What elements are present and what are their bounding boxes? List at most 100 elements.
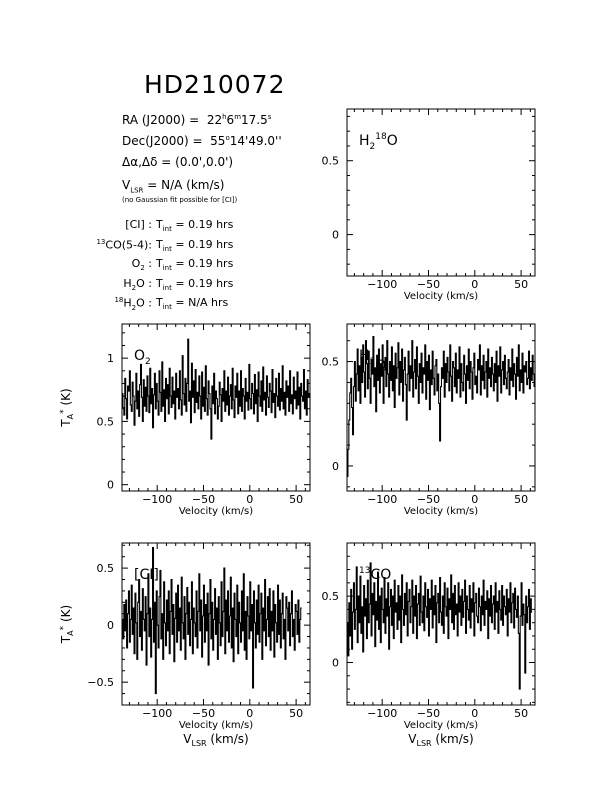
y-axis-label: TA* (K): [59, 388, 75, 427]
x-axis-label: Velocity (km/s): [404, 720, 478, 731]
x-tick-label: 50: [514, 493, 528, 506]
species-main: O: [134, 348, 145, 364]
species-label-part: H: [123, 296, 132, 310]
x-axis-label: Velocity (km/s): [179, 506, 253, 517]
integration-species-label: H2O :: [123, 277, 152, 292]
tint-symbol: T: [156, 218, 163, 231]
species-sub: 2: [370, 142, 376, 152]
species-main: [CI]: [134, 567, 159, 583]
species-sup: 18: [375, 132, 387, 142]
x-tick-label: −100: [142, 707, 172, 720]
species-label-part: O :: [136, 296, 152, 310]
y-axis-label: TA* (K): [59, 605, 75, 644]
x-tick-label: −100: [367, 278, 397, 291]
x-tick-label: 50: [514, 707, 528, 720]
species-label-part: CO(5-4):: [105, 238, 152, 252]
tint-symbol: T: [156, 257, 163, 270]
ta-subscript: A: [66, 630, 75, 636]
ra-seconds: 17.5: [241, 113, 268, 127]
x-tick-label: 50: [289, 707, 303, 720]
species-label-part: 2: [131, 303, 137, 312]
ra-hours-unit: h: [222, 113, 227, 121]
integration-species-label: 18H2O :: [114, 296, 152, 312]
ra-minutes-unit: m: [234, 113, 242, 121]
plot-frame: [346, 542, 536, 706]
x-tick-label: 50: [289, 493, 303, 506]
y-tick-label: 0.5: [97, 562, 115, 575]
integration-time-value: Tint = 0.19 hrs: [156, 257, 233, 272]
integration-species-label: 13CO(5-4):: [96, 238, 152, 252]
species-label-h218o: H218O: [359, 132, 398, 152]
ta-subscript: A: [66, 413, 75, 419]
x-tick-label: −100: [367, 493, 397, 506]
y-tick-label: 0: [107, 619, 114, 632]
vlsr-line: VLSR = N/A (km/s): [122, 178, 224, 194]
ra-hours: 22: [206, 113, 223, 127]
species-label-part: 18: [114, 296, 124, 304]
x-tick-label: 0: [471, 707, 478, 720]
ra-label: RA (J2000) =: [122, 113, 200, 127]
x-axis-label: Velocity (km/s): [179, 720, 253, 731]
vlsr-unit: (km/s): [207, 732, 249, 746]
species-label-part: H: [123, 276, 132, 290]
vlsr-value: = N/A (km/s): [143, 178, 225, 192]
integration-time-value: Tint = N/A hrs: [156, 296, 228, 311]
species-main: CO: [370, 567, 391, 583]
x-tick-label: −50: [417, 493, 440, 506]
ta-star: *: [59, 409, 69, 414]
tint-subscript: int: [162, 283, 172, 292]
x-tick-label: −50: [192, 707, 215, 720]
tint-symbol: T: [156, 276, 163, 290]
tint-subscript: int: [162, 264, 172, 273]
species-main: H: [359, 348, 370, 364]
species-label-part: 13: [96, 237, 106, 246]
species-label-part: O: [131, 257, 141, 270]
y-tick-label: 0: [332, 657, 339, 670]
species-label-part: 2: [131, 283, 137, 292]
species-label-part: :: [144, 257, 152, 270]
dec-line: Dec(J2000) = 55o14'49.0'': [122, 134, 282, 148]
integration-time-value: Tint = 0.19 hrs: [156, 218, 233, 233]
species-end: O: [387, 133, 398, 149]
dec-degrees-unit: o: [225, 134, 230, 142]
x-tick-label: −50: [192, 493, 215, 506]
species-main: H: [359, 133, 370, 149]
ta-unit: (K): [59, 605, 73, 626]
tint-symbol: T: [156, 237, 163, 251]
dec-rest: 14'49.0'': [229, 134, 282, 148]
x-axis-label-vlsr: VLSR (km/s): [408, 732, 473, 748]
x-tick-label: −50: [417, 707, 440, 720]
integration-species-label: [CI] :: [125, 218, 152, 231]
species-sup: 13: [359, 566, 370, 576]
species-label-ci: [CI]: [134, 567, 159, 583]
vlsr-subscript: LSR: [417, 739, 433, 748]
vlsr-subscript: LSR: [192, 739, 208, 748]
offset-line: Δα,Δδ = (0.0',0.0'): [122, 155, 234, 169]
dec-degrees: 55: [210, 134, 226, 148]
y-tick-label: 0.5: [322, 590, 340, 603]
species-label-part: [CI] :: [125, 218, 152, 231]
gaussian-note: (no Gaussian fit possible for [CI]): [122, 196, 238, 204]
x-axis-label: Velocity (km/s): [404, 291, 478, 302]
ta-symbol: T: [59, 635, 73, 644]
tint-value: = 0.19 hrs: [171, 257, 234, 270]
tint-value: = 0.19 hrs: [171, 237, 234, 251]
y-tick-label: −0.5: [87, 676, 114, 689]
tint-subscript: int: [162, 244, 172, 253]
dec-label: Dec(J2000) =: [122, 134, 203, 148]
spectrum-line-13co: [347, 562, 533, 690]
x-tick-label: 0: [246, 493, 253, 506]
y-tick-label: 0.5: [97, 415, 115, 428]
plot-frame: [346, 323, 536, 492]
y-tick-label: 0: [332, 229, 339, 242]
source-title: HD210072: [144, 70, 286, 99]
spectrum-line-ci: [122, 547, 302, 695]
y-tick-label: 0: [332, 460, 339, 473]
tint-value: = 0.19 hrs: [171, 276, 234, 290]
x-tick-label: 0: [246, 707, 253, 720]
plot-frame: [346, 108, 536, 277]
spectrum-line-h2o: [347, 335, 536, 477]
x-tick-label: −100: [367, 707, 397, 720]
